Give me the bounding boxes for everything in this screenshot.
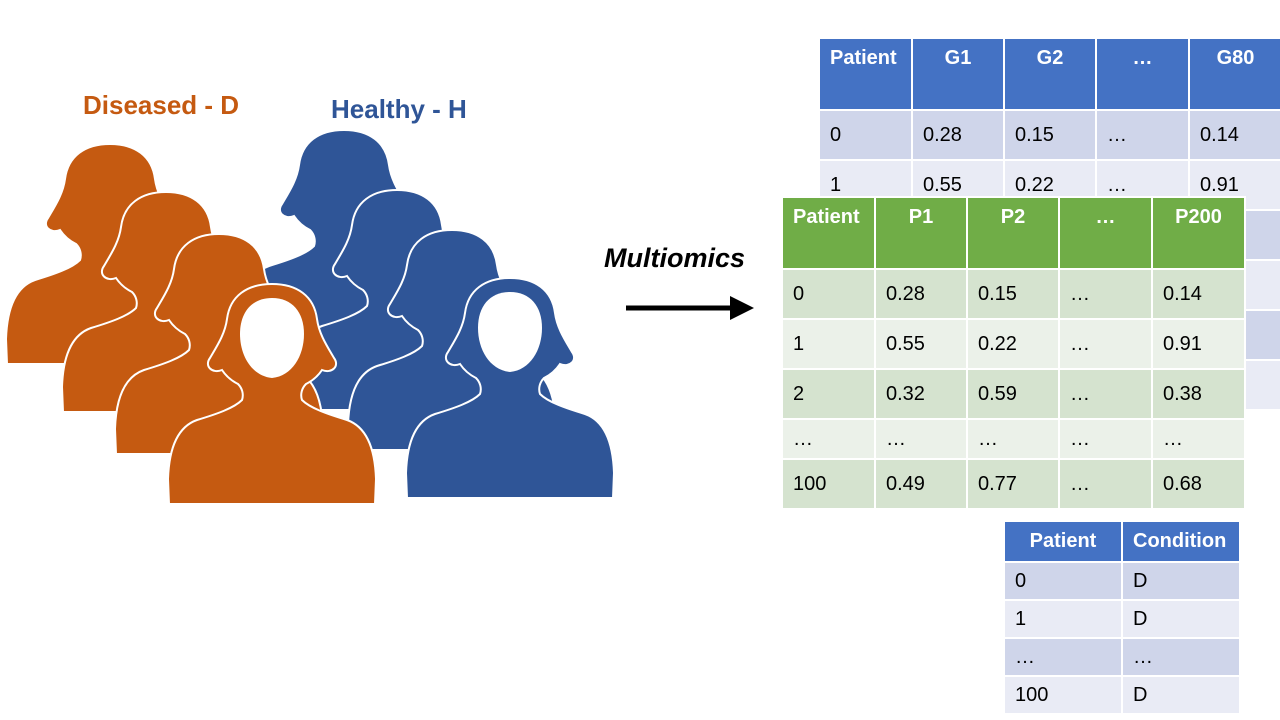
table-row: 0 0.28 0.15 … 0.14: [781, 268, 1246, 320]
table-cell: 0.14: [1188, 109, 1280, 161]
multiomics-label: Multiomics: [604, 243, 746, 273]
condition-table: Patient Condition 0 D 1 D … … 100 D: [1003, 520, 1241, 715]
header-cell: Condition: [1121, 520, 1241, 563]
table-cell: …: [1095, 109, 1190, 161]
diseased-group-label: Diseased - D: [83, 90, 240, 120]
table-cell: 100: [781, 458, 876, 510]
table-row: 1 D: [1003, 599, 1241, 639]
table-cell: 0.15: [966, 268, 1060, 320]
table-cell: …: [1003, 637, 1123, 677]
table-cell: 0.28: [874, 268, 968, 320]
table-cell: D: [1121, 561, 1241, 601]
header-cell: …: [1058, 196, 1153, 270]
table-row: 100 0.49 0.77 … 0.68: [781, 458, 1246, 510]
table-cell: 0.77: [966, 458, 1060, 510]
table-header-row: Patient G1 G2 … G80: [818, 37, 1280, 111]
table-cell: 0.14: [1151, 268, 1246, 320]
table-cell: …: [1121, 637, 1241, 677]
table-row: 1 0.55 0.22 … 0.91: [781, 318, 1246, 370]
table-header-row: Patient Condition: [1003, 520, 1241, 563]
table-cell: 0.91: [1151, 318, 1246, 370]
table-row: 0 0.28 0.15 … 0.14: [818, 109, 1280, 161]
table-cell: 0.49: [874, 458, 968, 510]
table-cell: 100: [1003, 675, 1123, 715]
healthy-group-label: Healthy - H: [331, 94, 467, 124]
table-cell: …: [1058, 318, 1153, 370]
table-header-row: Patient P1 P2 … P200: [781, 196, 1246, 270]
header-cell: G1: [911, 37, 1005, 111]
table-cell: D: [1121, 675, 1241, 715]
header-cell: Patient: [1003, 520, 1123, 563]
table-cell: …: [781, 418, 876, 460]
table-cell: …: [1058, 268, 1153, 320]
table-row: … … … … …: [781, 418, 1246, 460]
table-cell: 0.15: [1003, 109, 1097, 161]
table-cell: 0: [818, 109, 913, 161]
table-cell: …: [1058, 368, 1153, 420]
header-cell: G2: [1003, 37, 1097, 111]
table-cell: 0.32: [874, 368, 968, 420]
table-cell: 1: [1003, 599, 1123, 639]
header-cell: Patient: [781, 196, 876, 270]
header-cell: Patient: [818, 37, 913, 111]
table-cell: 0: [1003, 561, 1123, 601]
header-cell: P200: [1151, 196, 1246, 270]
table-row: 2 0.32 0.59 … 0.38: [781, 368, 1246, 420]
table-cell: …: [1151, 418, 1246, 460]
table-cell: 0.38: [1151, 368, 1246, 420]
patient-silhouettes: [5, 130, 615, 505]
table-cell: 0.59: [966, 368, 1060, 420]
table-cell: 2: [781, 368, 876, 420]
table-cell: 0.68: [1151, 458, 1246, 510]
header-cell: P1: [874, 196, 968, 270]
table-cell: …: [874, 418, 968, 460]
table-cell: 0.22: [966, 318, 1060, 370]
table-cell: …: [1058, 418, 1153, 460]
table-cell: 0: [781, 268, 876, 320]
header-cell: …: [1095, 37, 1190, 111]
right-arrow-icon: [626, 296, 754, 320]
header-cell: G80: [1188, 37, 1280, 111]
table-row: … …: [1003, 637, 1241, 677]
protein-table: Patient P1 P2 … P200 0 0.28 0.15 … 0.14 …: [781, 196, 1246, 510]
table-row: 0 D: [1003, 561, 1241, 601]
table-cell: D: [1121, 599, 1241, 639]
table-cell: …: [966, 418, 1060, 460]
table-row: 100 D: [1003, 675, 1241, 715]
table-cell: 1: [781, 318, 876, 370]
header-cell: P2: [966, 196, 1060, 270]
table-cell: …: [1058, 458, 1153, 510]
table-cell: 0.28: [911, 109, 1005, 161]
table-cell: 0.55: [874, 318, 968, 370]
